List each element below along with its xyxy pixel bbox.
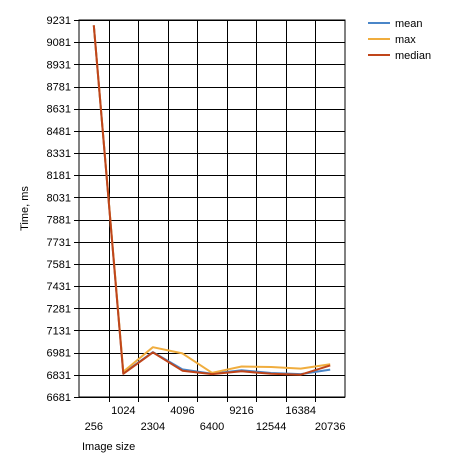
y-tick-label: 9081 [47,37,71,49]
legend-label-max: max [395,34,416,46]
series-line-median [92,25,331,376]
y-tick-label: 8631 [47,104,71,116]
x-tick-label: 16384 [285,405,316,417]
y-tick-label: 7731 [47,237,71,249]
y-tick-label: 8781 [47,82,71,94]
series-lines [92,25,331,376]
x-tick-label: 12544 [256,421,287,433]
legend-label-mean: mean [395,18,423,30]
x-axis-label: Image size [82,441,135,453]
y-tick-label: 7281 [47,303,71,315]
legend-label-median: median [395,50,431,62]
y-tick-label: 6981 [47,348,71,360]
legend: mean max median [368,18,431,62]
x-tick-label: 1024 [111,405,135,417]
x-tick-label: 256 [85,421,103,433]
y-tick-label: 8481 [47,126,71,138]
y-axis-label: Time, ms [19,186,31,231]
series-line-mean [92,25,331,376]
y-tick-label: 8331 [47,148,71,160]
y-tick-label: 7431 [47,281,71,293]
y-tick-label: 8031 [47,192,71,204]
y-tick-label: 9231 [47,15,71,27]
x-tick-label: 4096 [170,405,194,417]
y-tick-label: 7881 [47,215,71,227]
y-axis-tick-labels: 6681 6831 6981 7131 7281 7431 7581 7731 7881 8031… [47,15,71,404]
y-tick-label: 6831 [47,370,71,382]
x-tick-label: 20736 [315,421,346,433]
x-tick-label: 6400 [200,421,224,433]
grid-lines [74,20,345,402]
y-tick-label: 7581 [47,259,71,271]
plot-area-border [78,19,346,398]
y-tick-label: 7131 [47,325,71,337]
x-tick-label: 2304 [141,421,165,433]
y-tick-label: 8181 [47,170,71,182]
x-tick-label: 9216 [229,405,253,417]
y-tick-label: 8931 [47,59,71,71]
y-tick-label: 6681 [47,392,71,404]
series-line-max [92,25,331,374]
